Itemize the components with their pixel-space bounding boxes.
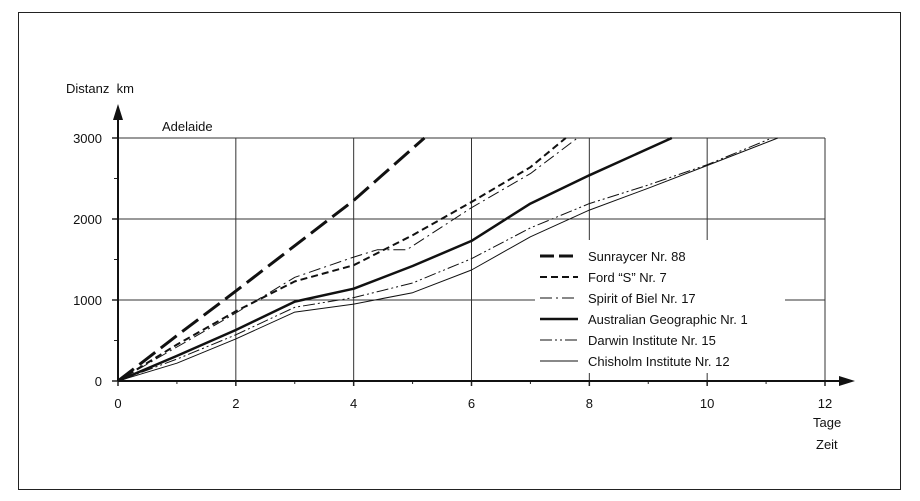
y-tick-label: 0 — [95, 374, 102, 389]
y-tick-label: 1000 — [73, 293, 102, 308]
chart-frame — [18, 12, 901, 490]
legend-label-5: Darwin Institute Nr. 15 — [588, 333, 716, 348]
x-tick-label: 10 — [700, 396, 714, 411]
destination-label: Adelaide — [162, 119, 213, 134]
series-line-4 — [117, 136, 673, 383]
legend-label-3: Spirit of Biel Nr. 17 — [588, 291, 696, 306]
series-layer — [117, 136, 779, 383]
x-tick-label: 4 — [350, 396, 357, 411]
y-tick-label: 3000 — [73, 131, 102, 146]
x-tick-label: 6 — [468, 396, 475, 411]
legend-label-1: Sunraycer Nr. 88 — [588, 249, 686, 264]
y-tick-label: 2000 — [73, 212, 102, 227]
legend: Sunraycer Nr. 88 Ford “S” Nr. 7 Spirit of … — [535, 240, 785, 373]
x-tick-label: 2 — [232, 396, 239, 411]
legend-label-6: Chisholm Institute Nr. 12 — [588, 354, 730, 369]
y-axis-arrow — [113, 104, 123, 120]
x-axis-unit-label: Tage — [813, 415, 841, 430]
series-line-1 — [117, 136, 426, 383]
axis-layer: 0 2 4 6 8 10 12 0 1000 2000 3000 — [73, 104, 855, 411]
x-tick-label: 0 — [114, 396, 121, 411]
x-axis-arrow — [839, 376, 855, 386]
series-line-6 — [117, 137, 779, 382]
x-tick-label: 12 — [818, 396, 832, 411]
y-axis-label: Distanz km — [66, 81, 134, 96]
series-line-2 — [117, 137, 567, 382]
x-axis-label: Zeit — [816, 437, 838, 452]
legend-label-4: Australian Geographic Nr. 1 — [588, 312, 748, 327]
legend-background — [535, 240, 785, 373]
series-line-3 — [117, 137, 578, 382]
x-tick-label: 8 — [586, 396, 593, 411]
legend-label-2: Ford “S” Nr. 7 — [588, 270, 667, 285]
series-line-5 — [117, 137, 773, 382]
